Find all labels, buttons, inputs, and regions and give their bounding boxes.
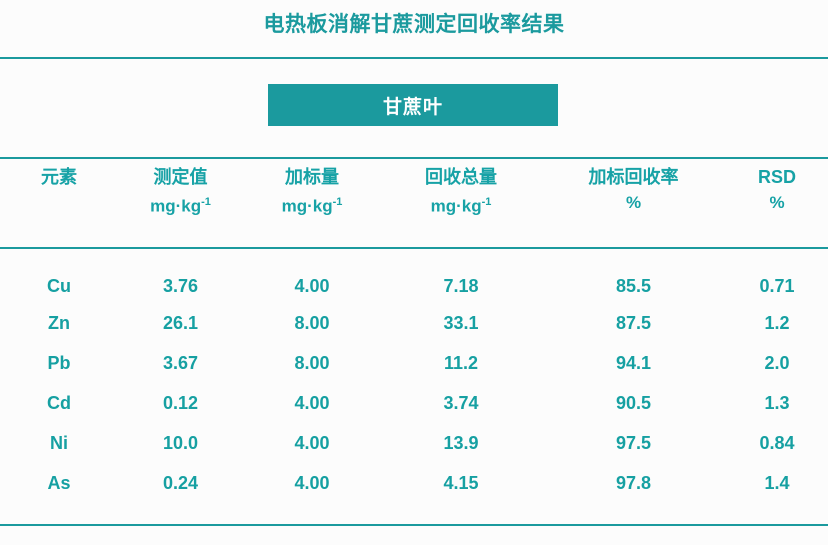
cell-measured: 0.24: [162, 472, 199, 493]
cell-measured: 26.1: [162, 312, 199, 333]
cell-total: 11.2: [443, 352, 479, 373]
cell-total: 3.74: [443, 392, 479, 413]
column-header-rsd: RSD %: [726, 165, 828, 247]
divider-below-banner: [0, 157, 828, 159]
table-body: Cu 3.76 4.00 7.18 85.5 0.71 Zn 26.1 8.00…: [0, 247, 828, 503]
cell-recovery: 97.8: [615, 472, 652, 493]
cell-measured: 3.67: [162, 352, 199, 373]
divider-bottom: [0, 524, 828, 526]
divider-below-header: [0, 247, 828, 249]
sample-banner-label: 甘蔗叶: [382, 96, 443, 118]
unit-label: mg·kg-1: [150, 196, 211, 216]
cell-element: Pb: [47, 352, 71, 373]
cell-measured: 3.76: [162, 276, 199, 296]
cell-total: 33.1: [443, 312, 479, 333]
cell-element: As: [47, 472, 71, 493]
cell-rsd: 2.0: [764, 352, 790, 373]
recovery-results-table: 元素 测定值 mg·kg-1 加标量 mg·kg-1 回收总量 mg·kg-1 …: [0, 165, 828, 503]
unit-label: mg·kg-1: [430, 196, 492, 216]
cell-spiked: 4.00: [294, 432, 330, 453]
cell-spiked: 8.00: [294, 352, 330, 373]
cell-rsd: 1.4: [764, 472, 790, 493]
table-header-row: 元素 测定值 mg·kg-1 加标量 mg·kg-1 回收总量 mg·kg-1 …: [0, 165, 828, 247]
cell-recovery: 85.5: [615, 276, 652, 296]
column-header-recovery: 加标回收率 %: [541, 165, 726, 247]
cell-element: Zn: [48, 312, 70, 333]
cell-spiked: 4.00: [294, 472, 330, 493]
table-row: Zn 26.1 8.00 33.1 87.5 1.2: [0, 303, 828, 343]
column-header-total: 回收总量 mg·kg-1: [381, 165, 541, 247]
cell-recovery: 87.5: [615, 312, 652, 333]
cell-recovery: 94.1: [615, 352, 652, 373]
column-header-measured: 测定值 mg·kg-1: [118, 165, 243, 247]
table-row: Pb 3.67 8.00 11.2 94.1 2.0: [0, 343, 828, 383]
column-header-element: 元素: [41, 167, 77, 187]
table-row: Cd 0.12 4.00 3.74 90.5 1.3: [0, 383, 828, 423]
cell-rsd: 0.84: [759, 432, 795, 453]
table-row: Ni 10.0 4.00 13.9 97.5 0.84: [0, 423, 828, 463]
cell-recovery: 97.5: [615, 432, 652, 453]
cell-total: 13.9: [443, 432, 479, 453]
cell-rsd: 0.71: [759, 276, 795, 296]
cell-measured: 10.0: [162, 432, 199, 453]
cell-recovery: 90.5: [615, 392, 652, 413]
sample-banner: 甘蔗叶: [268, 84, 558, 126]
cell-measured: 0.12: [162, 392, 199, 413]
unit-label: %: [625, 193, 642, 212]
cell-element: Cd: [47, 392, 71, 413]
cell-spiked: 8.00: [294, 312, 330, 333]
cell-spiked: 4.00: [294, 276, 330, 296]
cell-total: 4.15: [443, 472, 479, 493]
cell-rsd: 1.2: [764, 312, 790, 333]
divider-top: [0, 57, 828, 59]
cell-element: Cu: [47, 276, 71, 296]
cell-total: 7.18: [443, 276, 479, 296]
cell-spiked: 4.00: [294, 392, 330, 413]
cell-element: Ni: [50, 432, 68, 453]
page-title: 电热板消解甘蔗测定回收率结果: [263, 13, 565, 36]
table-row: As 0.24 4.00 4.15 97.8 1.4: [0, 463, 828, 503]
column-header-spiked: 加标量 mg·kg-1: [243, 165, 381, 247]
unit-label: mg·kg-1: [281, 196, 343, 216]
cell-rsd: 1.3: [764, 392, 790, 413]
unit-label: %: [769, 193, 785, 212]
table-row: Cu 3.76 4.00 7.18 85.5 0.71: [0, 247, 828, 303]
